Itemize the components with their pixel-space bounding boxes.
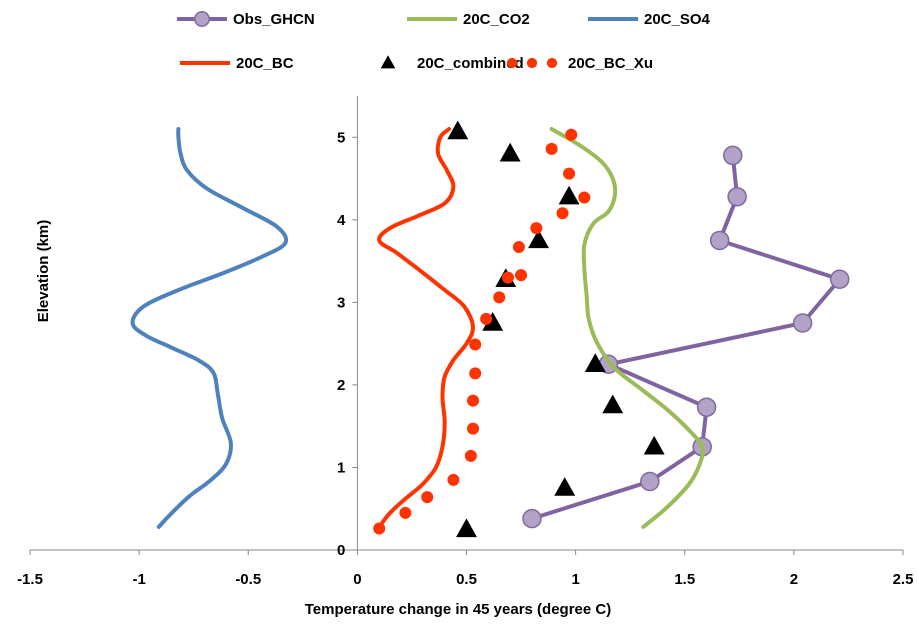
data-point-obs-ghcn [727,186,747,207]
series-layer [130,120,850,538]
data-point-20c-bc-xu [480,312,493,325]
series-20c-so4 [130,127,289,529]
data-point-20c-bc-xu [447,473,460,486]
legend-label-20c-combined: 20C_combined [417,55,524,72]
data-point-20c-bc-xu [469,338,482,351]
series-line-20c-so4 [130,127,289,529]
legend-item-20c-bc-xu: 20C_BC_Xu [506,55,653,72]
data-point-20c-combined [447,120,469,140]
data-point-20c-bc-xu [565,128,578,141]
data-point-20c-bc-xu [469,367,482,380]
y-tick-label: 0 [337,542,345,559]
series-line-20c-co2 [549,127,705,529]
legend-marker-20c-combined [380,55,396,69]
data-point-20c-bc-xu [515,269,528,282]
data-point-20c-bc-xu [512,241,525,254]
legend-marker-20c-bc-xu [526,57,538,69]
series-20c-co2 [549,127,705,529]
data-point-obs-ghcn [723,145,743,166]
axes-layer [29,96,904,555]
series-20c-combined [447,120,665,538]
legend-label-20c-bc: 20C_BC [236,55,294,72]
legend-item-20c-so4: 20C_SO4 [588,11,711,28]
data-point-obs-ghcn [696,397,717,417]
data-point-obs-ghcn [709,230,730,251]
y-tick-label: 1 [337,459,345,476]
x-tick-label: -1 [132,571,145,588]
data-point-obs-ghcn [522,508,542,529]
data-point-20c-combined [482,312,504,331]
y-axis-title: Elevation (km) [35,220,52,323]
data-point-20c-bc-xu [399,506,412,519]
legend-label-obs-ghcn: Obs_GHCN [233,11,315,28]
x-tick-label: 1 [571,571,579,588]
x-tick-label: 0 [353,571,361,588]
data-point-20c-combined [499,142,521,162]
legend-label-20c-co2: 20C_CO2 [463,11,530,28]
data-point-obs-ghcn [640,471,660,492]
data-point-20c-combined [558,185,580,205]
y-tick-label: 2 [337,377,345,394]
x-axis-title: Temperature change in 45 years (degree C… [305,601,612,618]
legend-marker-20c-bc-xu [506,57,518,69]
x-tick-label: 1.5 [674,571,695,588]
series-line-20c-bc [377,127,476,529]
data-point-20c-combined [602,394,624,414]
data-point-obs-ghcn [829,269,850,290]
y-tick-label: 3 [337,294,345,311]
data-point-20c-bc-xu [556,207,569,220]
data-point-20c-combined [643,435,665,455]
data-point-20c-combined [528,229,549,249]
data-point-20c-bc-xu [530,222,543,235]
y-tick-label: 4 [337,212,346,229]
legend-item-20c-combined: 20C_combined [380,55,524,72]
y-tick-label: 5 [337,129,345,146]
data-point-20c-bc-xu [467,422,480,435]
legend-label-20c-so4: 20C_SO4 [644,11,711,28]
data-point-20c-combined [554,477,576,496]
data-point-20c-bc-xu [545,142,558,155]
legend-item-obs-ghcn: Obs_GHCN [177,11,315,28]
data-point-20c-bc-xu [467,394,480,407]
data-point-20c-combined [456,518,477,538]
data-point-20c-bc-xu [578,191,591,204]
x-tick-label: 2.5 [893,571,914,588]
legend-item-20c-co2: 20C_CO2 [407,11,530,28]
data-point-20c-bc-xu [501,271,514,284]
legend-item-20c-bc: 20C_BC [180,55,294,72]
data-point-20c-bc-xu [563,167,576,180]
series-20c-bc [377,127,476,529]
series-line-obs-ghcn [531,155,842,521]
legend-label-20c-bc-xu: 20C_BC_Xu [568,55,653,72]
data-point-20c-bc-xu [373,522,386,535]
data-point-obs-ghcn [792,313,813,333]
tick-labels: -1.5 -1 -0.5 0 0.5 1 1.5 2 2.5 0 1 2 3 4 5 [17,129,913,588]
legend-marker-obs-ghcn [194,11,210,27]
x-tick-label: 0.5 [456,571,477,588]
x-tick-label: 2 [790,571,798,588]
data-point-20c-combined [584,353,606,372]
x-tick-label: -1.5 [17,571,43,588]
series-20c-bc-xu [373,128,591,535]
legend: Obs_GHCN 20C_CO2 20C_SO4 20C_BC 20C_combined… [177,11,711,72]
data-point-20c-bc-xu [421,491,434,504]
legend-marker-20c-bc-xu [546,57,558,69]
data-point-20c-bc-xu [464,449,477,462]
x-tick-label: -0.5 [235,571,261,588]
data-point-20c-bc-xu [493,291,506,304]
